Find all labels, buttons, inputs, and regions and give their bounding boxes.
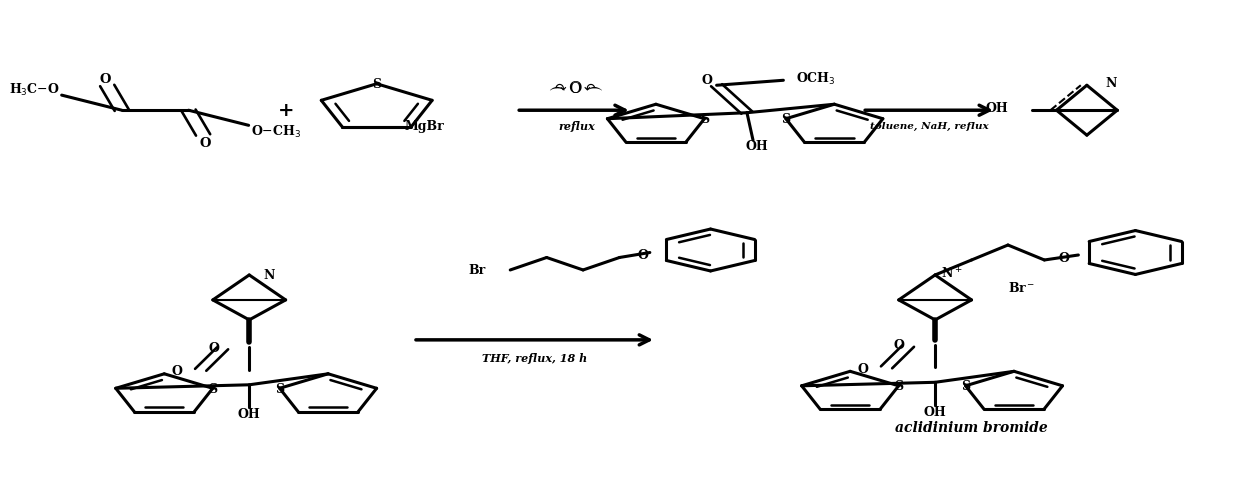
Text: OH: OH [745, 139, 768, 152]
Text: Br$^-$: Br$^-$ [1008, 281, 1035, 295]
Text: N: N [264, 269, 275, 282]
Text: N: N [1105, 77, 1116, 90]
Text: +: + [278, 102, 294, 120]
Text: O: O [208, 341, 219, 354]
Text: OCH$_3$: OCH$_3$ [796, 71, 836, 87]
Text: O: O [894, 339, 905, 352]
Text: O: O [858, 362, 868, 375]
Text: THF, reflux, 18 h: THF, reflux, 18 h [482, 352, 587, 363]
Text: reflux: reflux [558, 120, 595, 131]
Text: S: S [961, 380, 970, 392]
Text: S: S [275, 382, 284, 395]
Text: S: S [208, 382, 217, 395]
Text: OH: OH [238, 407, 260, 420]
Text: aclidinium bromide: aclidinium bromide [895, 420, 1048, 434]
Text: O: O [99, 72, 110, 85]
Text: O: O [200, 137, 211, 150]
Text: O: O [637, 249, 649, 262]
Text: O: O [702, 74, 712, 87]
Text: H$_3$C$-$O: H$_3$C$-$O [9, 82, 60, 98]
Text: S: S [699, 113, 709, 126]
Text: OH: OH [924, 405, 946, 418]
Text: S: S [894, 380, 903, 392]
Text: $\curvearrowright$O$\curvearrowleft$: $\curvearrowright$O$\curvearrowleft$ [552, 81, 596, 96]
Text: OH: OH [986, 102, 1008, 115]
Text: S: S [372, 78, 381, 91]
Text: O: O [1059, 252, 1070, 265]
Text: $\frown$O$\frown$: $\frown$O$\frown$ [544, 80, 603, 97]
Text: MgBr: MgBr [404, 120, 444, 133]
Text: N$^+$: N$^+$ [941, 266, 962, 281]
Text: O$-$CH$_3$: O$-$CH$_3$ [250, 124, 301, 140]
Text: O: O [171, 365, 182, 378]
Text: toluene, NaH, reflux: toluene, NaH, reflux [869, 121, 988, 130]
Text: Br: Br [469, 264, 486, 277]
Text: S: S [781, 113, 790, 126]
